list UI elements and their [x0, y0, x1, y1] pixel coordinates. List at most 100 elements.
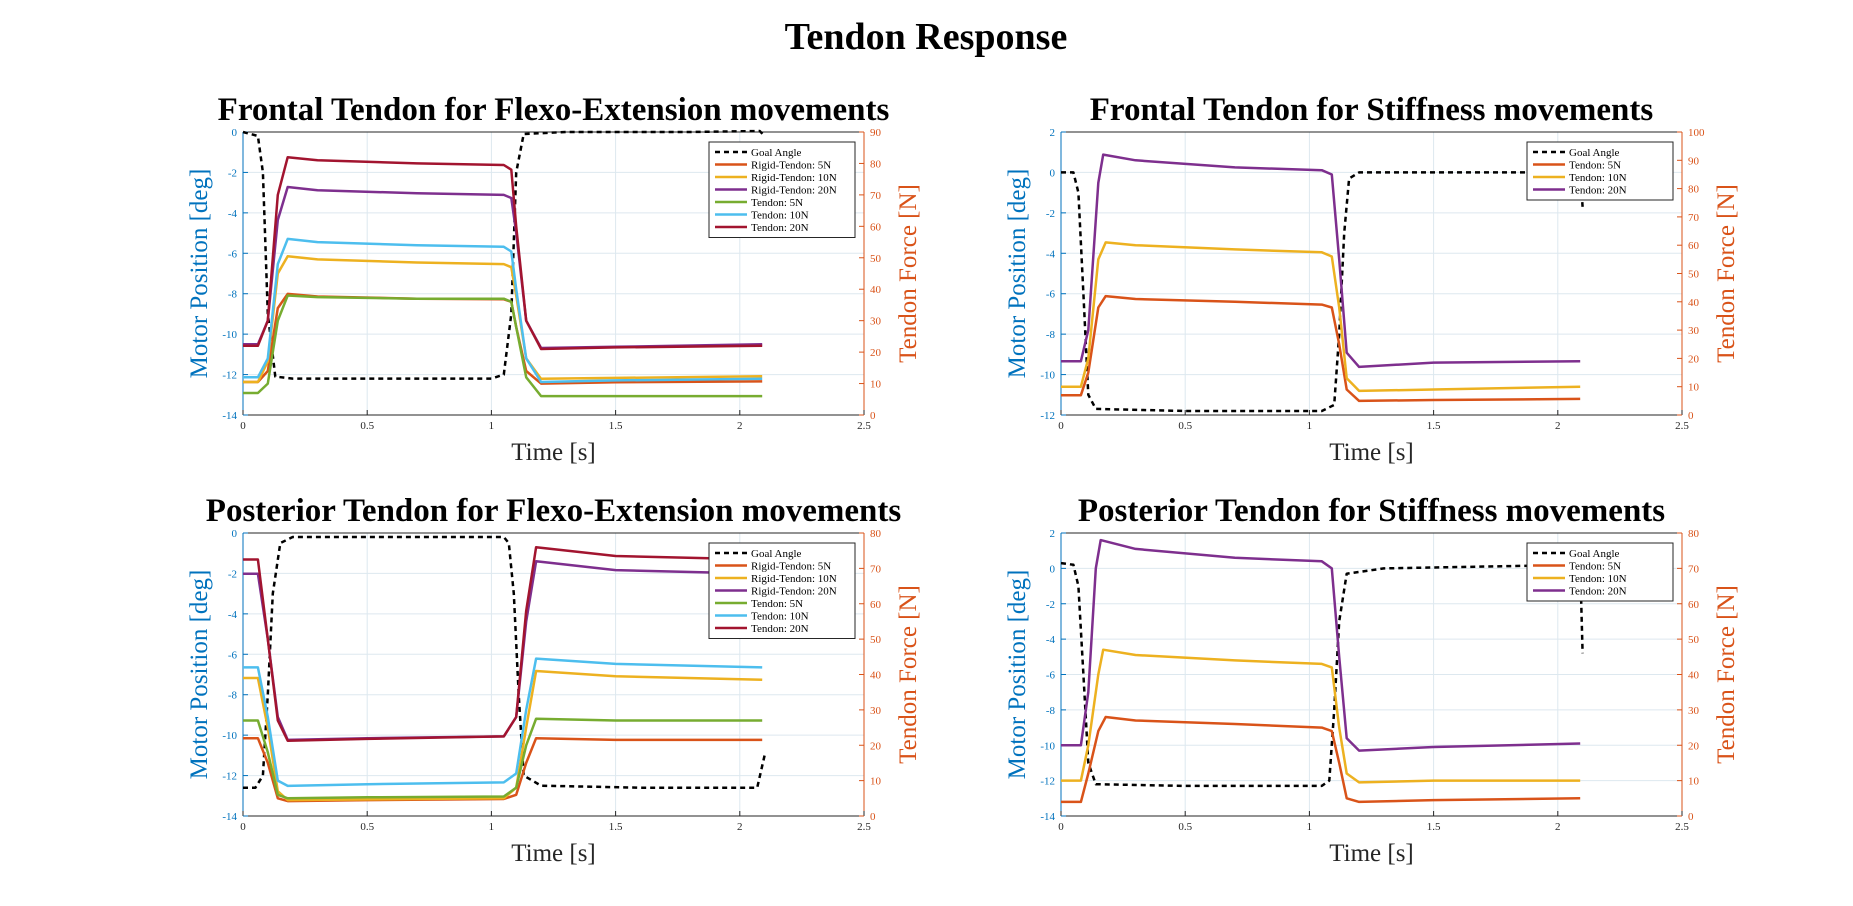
series-line-goal-angle [1061, 171, 1584, 413]
series-line-7 [243, 545, 763, 742]
legend-label: Rigid-Tendon: 10N [751, 573, 837, 585]
y-right-tick-label: 10 [1688, 776, 1700, 788]
legend-label: Tendon: 20N [1569, 185, 1627, 197]
y-left-tick-label: -8 [228, 690, 238, 702]
x-tick-label: 2 [1555, 420, 1561, 432]
y-left-tick-label: -2 [1046, 599, 1055, 611]
y-left-tick-label: -2 [1046, 208, 1055, 220]
x-tick-label: 2.5 [857, 821, 871, 833]
chart-panel-3: Posterior Tendon for Flexo-Extension mov… [186, 493, 922, 867]
y-right-tick-label: 70 [1688, 563, 1700, 575]
y-right-tick-label: 40 [1688, 670, 1700, 682]
y-right-tick-label: 0 [870, 811, 876, 823]
legend-label: Rigid-Tendon: 20N [751, 586, 837, 598]
y-left-tick-label: -4 [1046, 248, 1056, 260]
y-right-tick-label: 60 [1688, 240, 1700, 252]
legend-label: Tendon: 5N [1569, 160, 1621, 172]
legend-label: Rigid-Tendon: 20N [751, 185, 837, 197]
x-tick-label: 0 [1058, 420, 1064, 432]
legend-label: Tendon: 20N [1569, 586, 1627, 598]
chart-panel-1: Frontal Tendon for Flexo-Extension movem… [186, 92, 922, 466]
series-line-goal-angle [1060, 561, 1584, 788]
y-right-tick-label: 20 [1688, 353, 1700, 365]
y-left-tick-label: -6 [228, 248, 238, 260]
y-right-tick-label: 80 [870, 528, 882, 540]
x-tick-label: 1.5 [609, 821, 623, 833]
y-left-tick-label: 0 [1050, 563, 1056, 575]
y-left-tick-label: -14 [1040, 811, 1055, 823]
x-tick-label: 1 [489, 821, 495, 833]
y-right-tick-label: 70 [1688, 212, 1700, 224]
x-tick-label: 0 [240, 420, 246, 432]
y-left-tick-label: 0 [232, 528, 238, 540]
series-line-2 [243, 292, 763, 385]
y-right-tick-label: 70 [870, 190, 882, 202]
y-right-tick-label: 20 [870, 347, 882, 359]
y-left-tick-label: -10 [222, 329, 237, 341]
chart-title: Posterior Tendon for Stiffness movements [1078, 493, 1665, 529]
y-right-tick-label: 30 [1688, 325, 1700, 337]
x-tick-label: 0 [1058, 821, 1064, 833]
y-left-tick-label: -6 [1046, 289, 1056, 301]
y-right-axis-label: Tendon Force [N] [895, 184, 922, 363]
legend-label: Tendon: 5N [751, 598, 803, 610]
y-left-tick-label: -12 [1040, 410, 1055, 422]
y-right-axis-label: Tendon Force [N] [1713, 585, 1740, 764]
y-left-tick-label: -2 [228, 167, 237, 179]
legend-label: Goal Angle [751, 147, 802, 159]
y-left-tick-label: -8 [228, 289, 238, 301]
series-lines [242, 129, 766, 398]
legend-label: Goal Angle [1569, 548, 1620, 560]
y-right-tick-label: 50 [870, 253, 882, 265]
legend-label: Tendon: 5N [751, 197, 803, 209]
panels: Frontal Tendon for Flexo-Extension movem… [186, 92, 1740, 867]
y-right-tick-label: 10 [870, 379, 882, 391]
y-left-tick-label: -4 [228, 208, 238, 220]
chart-panel-4: Posterior Tendon for Stiffness movements… [1004, 493, 1740, 867]
series-line-3 [243, 254, 763, 384]
y-left-tick-label: -8 [1046, 329, 1056, 341]
series-line-5 [243, 717, 763, 800]
y-right-tick-label: 10 [1688, 382, 1700, 394]
series-lines [243, 535, 766, 803]
y-left-tick-label: -10 [222, 730, 237, 742]
series-line-4 [243, 185, 763, 350]
y-left-tick-label: -8 [1046, 705, 1056, 717]
legend-label: Tendon: 20N [751, 623, 809, 635]
series-line-6 [243, 657, 763, 788]
y-right-tick-label: 20 [1688, 740, 1700, 752]
y-left-tick-label: -14 [222, 410, 237, 422]
series-line-4 [243, 560, 763, 742]
y-right-tick-label: 30 [870, 316, 882, 328]
y-right-tick-label: 0 [1688, 811, 1694, 823]
x-tick-label: 0.5 [1178, 821, 1192, 833]
y-left-tick-label: -10 [1040, 740, 1055, 752]
y-right-tick-label: 80 [1688, 184, 1700, 196]
chart-title: Frontal Tendon for Stiffness movements [1090, 92, 1654, 128]
x-axis-label: Time [s] [511, 840, 596, 867]
y-right-tick-label: 10 [870, 776, 882, 788]
legend-label: Tendon: 5N [1569, 561, 1621, 573]
y-left-tick-label: 0 [1050, 167, 1056, 179]
y-right-tick-label: 60 [1688, 599, 1700, 611]
series-line-2 [1061, 715, 1581, 804]
legend-label: Rigid-Tendon: 5N [751, 160, 831, 172]
y-right-tick-label: 0 [1688, 410, 1694, 422]
y-left-axis-label: Motor Position [deg] [186, 169, 213, 379]
x-tick-label: 0 [240, 821, 246, 833]
y-right-axis-label: Tendon Force [N] [895, 585, 922, 764]
x-tick-label: 1 [1307, 420, 1313, 432]
y-left-tick-label: -6 [1046, 670, 1056, 682]
y-right-tick-label: 70 [870, 563, 882, 575]
y-left-tick-label: -6 [228, 649, 238, 661]
x-tick-label: 2.5 [1675, 821, 1689, 833]
y-right-tick-label: 30 [870, 705, 882, 717]
y-left-tick-label: 2 [1050, 528, 1056, 540]
x-tick-label: 2.5 [857, 420, 871, 432]
y-right-tick-label: 40 [1688, 297, 1700, 309]
y-right-tick-label: 40 [870, 670, 882, 682]
series-line-3 [243, 669, 763, 802]
x-tick-label: 1.5 [609, 420, 623, 432]
